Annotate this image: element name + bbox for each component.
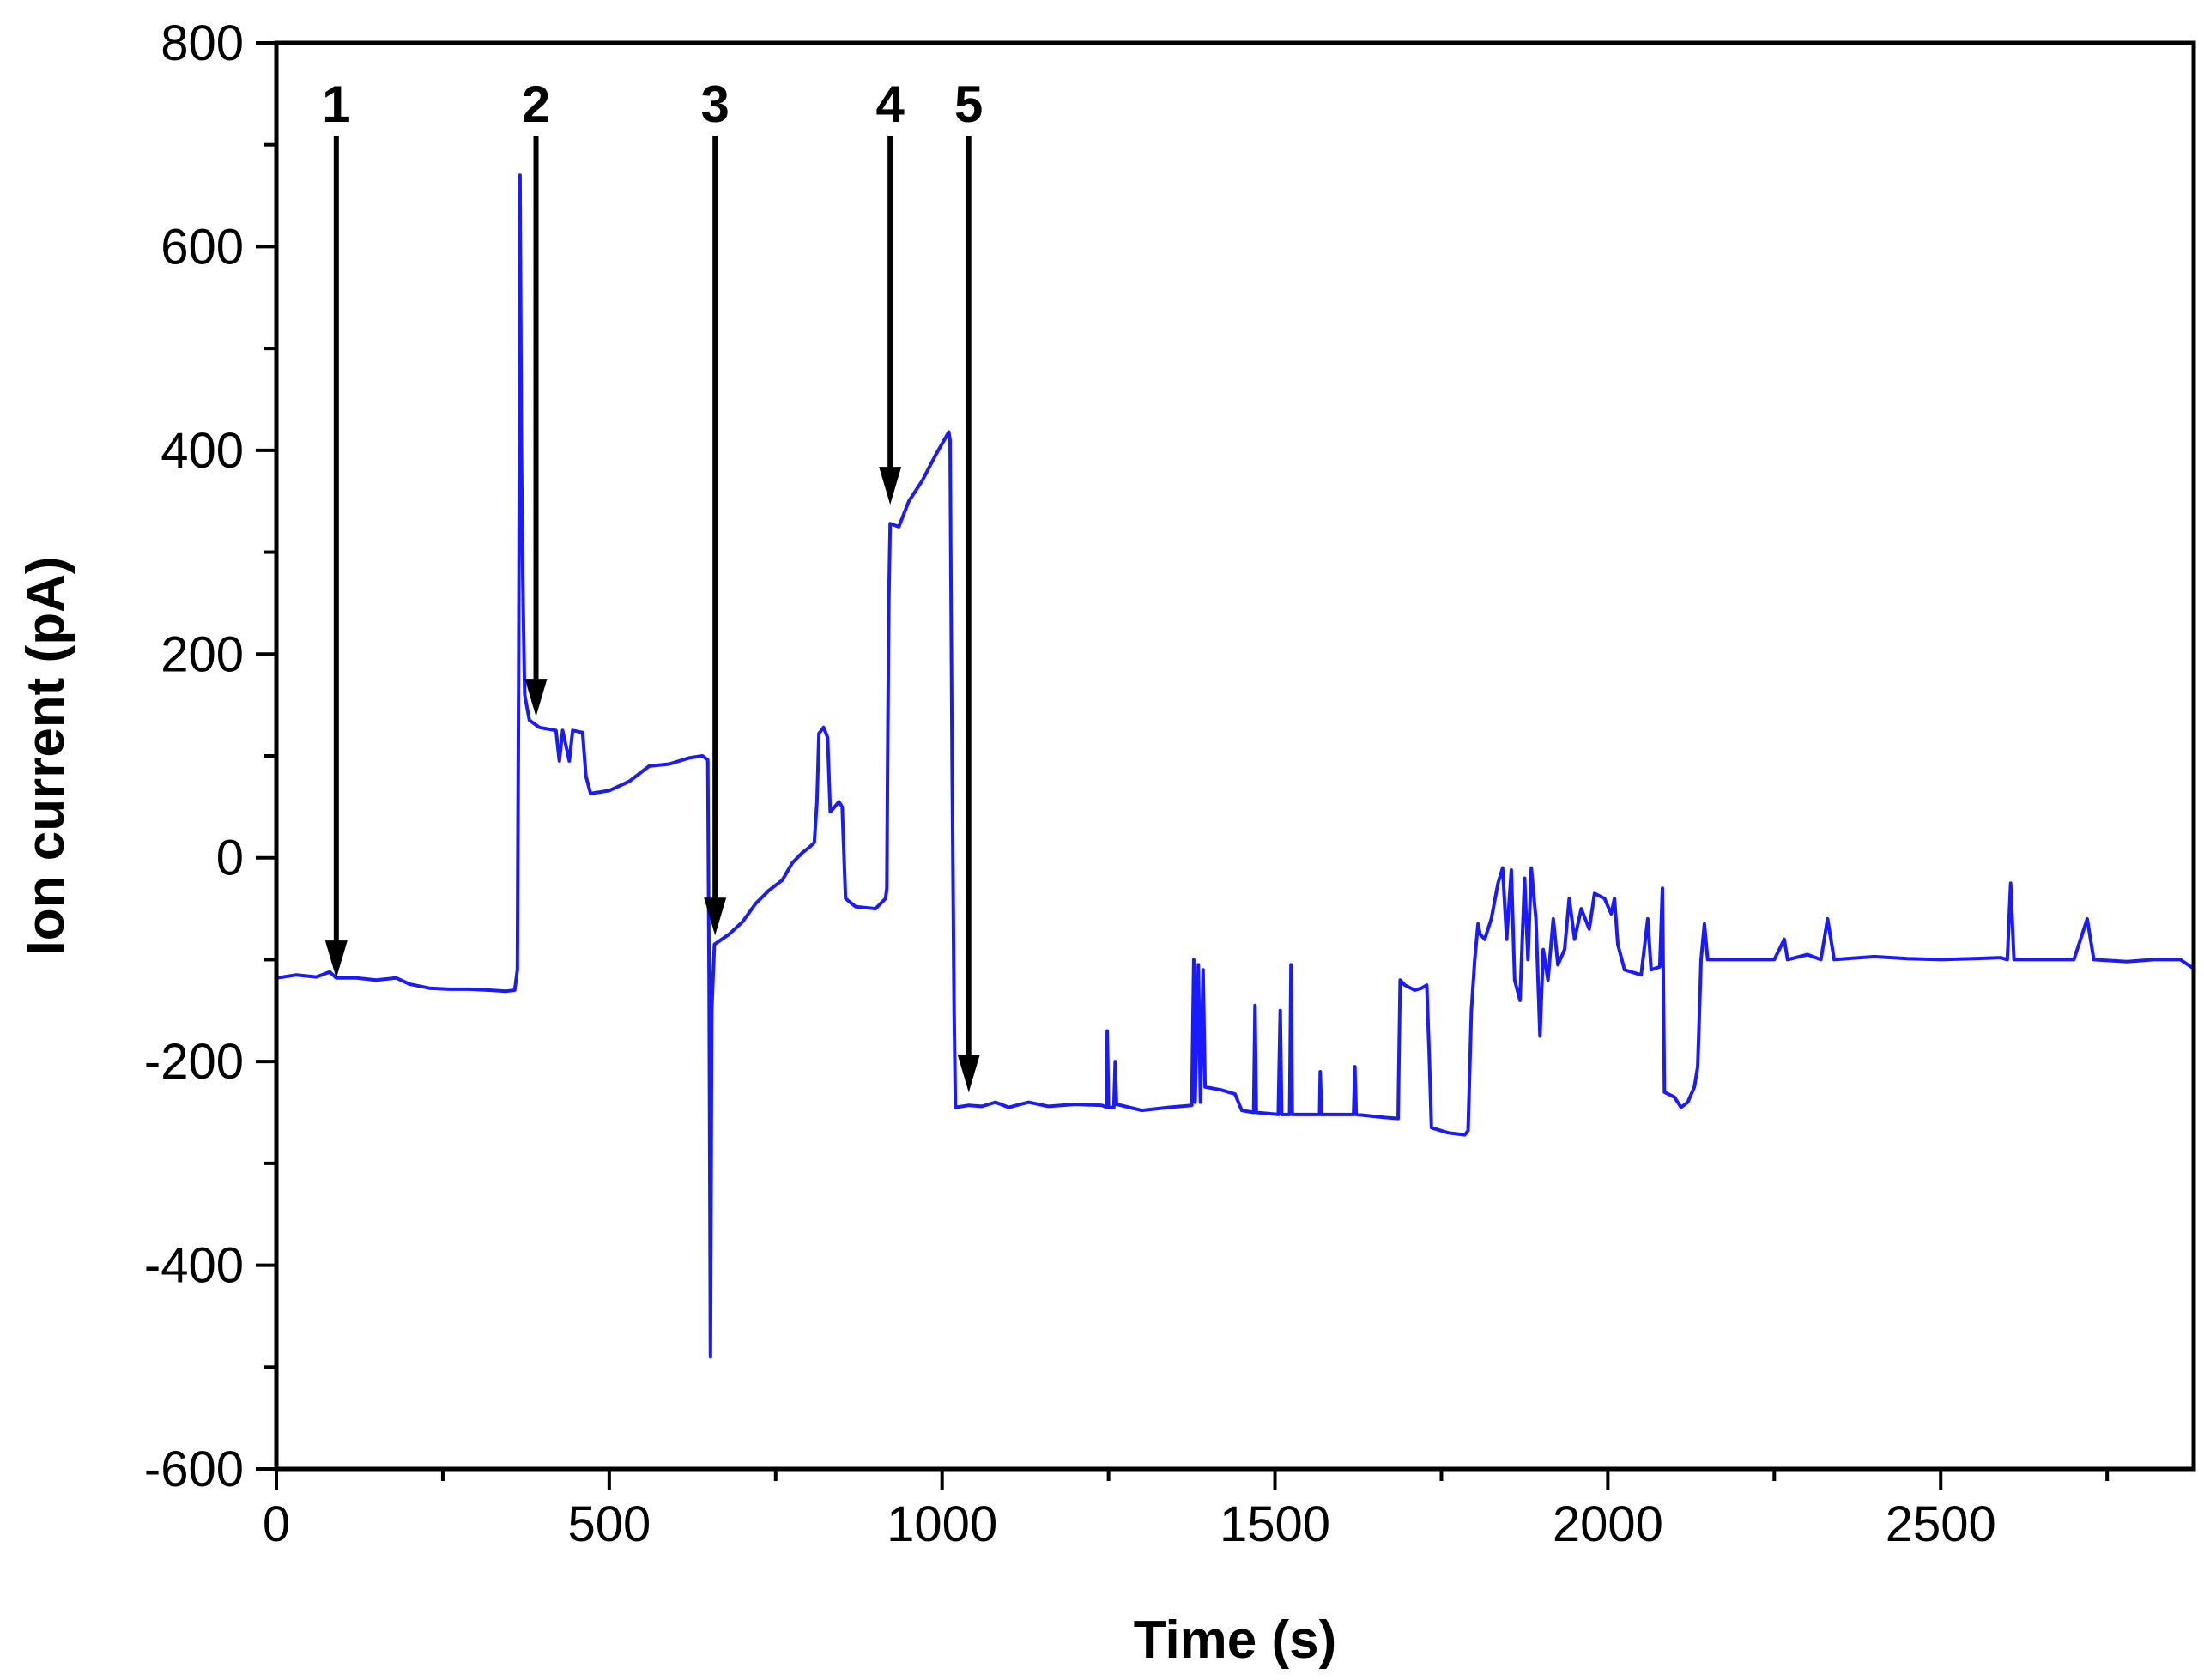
arrow-label: 5 [954,76,983,133]
plot-frame [274,40,2196,1472]
arrow-head [704,897,727,936]
y-tick-label: -600 [144,1441,244,1497]
x-tick-label: 1500 [1220,1496,1330,1552]
arrow-head [957,1055,980,1093]
arrow-label: 1 [322,76,350,133]
arrow-head [524,679,548,717]
arrow-label: 2 [522,76,550,133]
x-tick-label: 500 [567,1496,651,1552]
x-tick-label: 2500 [1886,1496,1996,1552]
arrow-label: 3 [700,76,729,133]
y-axis-title: Ion current (pA) [16,557,76,956]
y-tick-label: -200 [144,1034,244,1090]
x-tick-label: 2000 [1553,1496,1663,1552]
arrow-head [324,940,348,979]
y-tick-label: 600 [160,219,244,275]
y-tick-label: 200 [160,626,244,682]
arrow-annotation-1: 1 [322,76,351,979]
y-tick-label: 400 [160,423,244,479]
arrow-annotation-3: 3 [700,76,730,936]
arrow-annotation-5: 5 [954,76,983,1093]
y-tick-label: 800 [160,15,244,71]
x-axis-title: Time (s) [1134,1611,1337,1670]
x-tick-label: 1000 [887,1496,997,1552]
arrow-annotation-2: 2 [522,76,550,717]
arrow-label: 4 [876,76,905,133]
x-tick-label: 0 [263,1496,290,1552]
y-tick-label: 0 [216,831,244,886]
arrow-annotation-4: 4 [876,76,905,505]
arrow-head [879,467,902,505]
y-tick-label: -400 [144,1238,244,1294]
tick-labels: 0 500 1000 1500 2000 2500 -600 -400 -200 0 200 400 6… [144,15,1996,1552]
ion-current-series-line [276,173,2194,1359]
